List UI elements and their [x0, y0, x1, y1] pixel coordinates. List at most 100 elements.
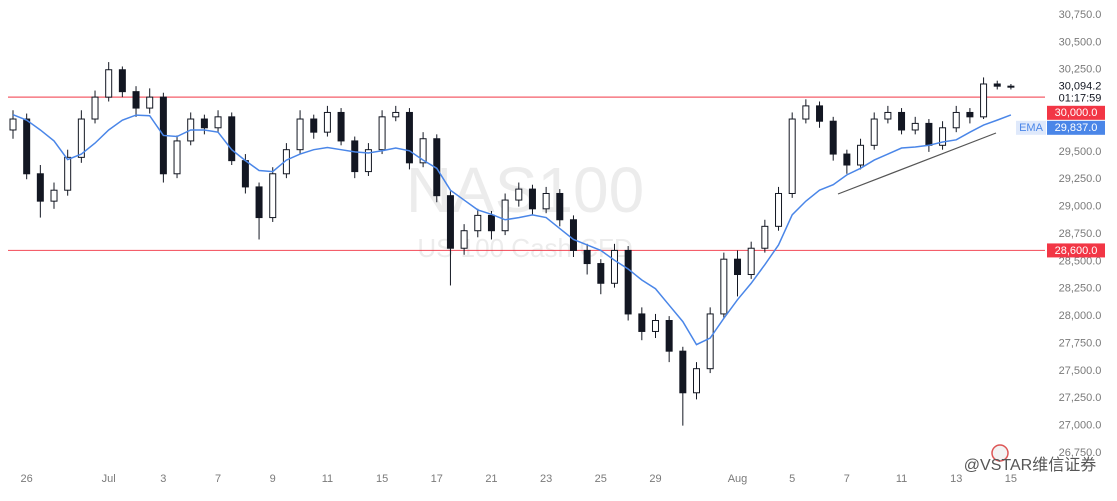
ema-line	[12, 113, 1012, 346]
y-tick-label: 27,000.0	[1059, 420, 1102, 432]
x-tick-label: 7	[844, 473, 850, 485]
candle-body	[323, 111, 331, 133]
candle-body	[337, 111, 345, 142]
candle-body	[351, 140, 359, 173]
x-tick-label: 5	[789, 473, 795, 485]
candle-body	[405, 111, 413, 164]
candle-body	[884, 111, 892, 120]
candle-body	[870, 118, 878, 146]
candle-body	[50, 189, 58, 202]
y-tick-label: 30,750.0	[1059, 9, 1102, 21]
ema-value-box	[1047, 120, 1105, 135]
candle-body	[214, 116, 222, 129]
candle-body	[679, 350, 687, 394]
candle-body	[146, 96, 154, 109]
candle-body	[898, 111, 906, 131]
x-tick-label: 15	[1005, 473, 1017, 485]
y-tick-label: 26,750.0	[1059, 447, 1102, 459]
ema-name: EMA	[1019, 122, 1044, 134]
candle-body	[378, 116, 386, 151]
candle-body	[693, 368, 700, 394]
candle-body	[460, 230, 468, 249]
watermark: NAS100	[406, 154, 644, 226]
x-tick-label: 7	[215, 473, 221, 485]
candle-body	[64, 156, 72, 191]
price-line-box	[1047, 243, 1105, 258]
candle-body	[843, 153, 851, 166]
candle-body	[528, 188, 536, 210]
candle-body	[651, 320, 659, 332]
candle-body	[857, 144, 865, 166]
candle-body	[788, 118, 796, 194]
candle-body	[720, 258, 728, 315]
candle-body	[556, 192, 564, 221]
candle-body	[952, 111, 960, 129]
y-tick-label: 27,500.0	[1059, 365, 1102, 377]
price-line-box	[1047, 105, 1105, 120]
candle-body	[665, 320, 673, 352]
y-tick-label: 27,250.0	[1059, 392, 1102, 404]
candle-body	[173, 140, 181, 175]
ema-value: 29,837.0	[1055, 122, 1098, 134]
candle-body	[1007, 85, 1015, 88]
credit: @VSTAR维信证券	[964, 456, 1096, 474]
candle-body	[501, 199, 509, 232]
candle-body	[734, 258, 742, 276]
candle-body	[610, 249, 618, 284]
candle-body	[638, 313, 646, 332]
y-tick-label: 28,000.0	[1059, 310, 1102, 322]
candle-body	[747, 247, 755, 276]
candle-body	[925, 122, 933, 146]
candle-body	[296, 118, 304, 151]
candle-body	[802, 105, 810, 120]
candle-body	[829, 120, 837, 155]
candle-body	[392, 111, 400, 118]
y-tick-label: 29,500.0	[1059, 146, 1102, 158]
x-tick-label: 26	[21, 473, 33, 485]
y-tick-label: 30,500.0	[1059, 36, 1102, 48]
candle-body	[446, 195, 454, 249]
last-price-label: 30,094.2	[1059, 81, 1102, 93]
candle-body	[542, 192, 550, 210]
price-line-label: 30,000.0	[1055, 107, 1098, 119]
candle-body	[761, 225, 769, 249]
candle-body	[228, 116, 236, 162]
x-tick-label: 11	[896, 473, 907, 485]
x-tick-label: 3	[160, 473, 166, 485]
candle-body	[269, 173, 277, 219]
x-tick-label: 15	[376, 473, 388, 485]
candle-body	[515, 188, 523, 201]
candle-body	[364, 149, 372, 173]
x-tick-label: 9	[270, 473, 276, 485]
candle-body	[775, 192, 783, 227]
countdown: 01:17:59	[1059, 93, 1102, 105]
candle-body	[911, 122, 919, 131]
candle-body	[597, 263, 605, 284]
candle-body	[939, 127, 947, 146]
candle-body	[255, 186, 263, 219]
price-line-label: 28,600.0	[1055, 245, 1098, 257]
y-tick-label: 28,750.0	[1059, 228, 1102, 240]
y-tick-label: 30,250.0	[1059, 64, 1102, 76]
candle-body	[474, 214, 482, 232]
ema-name-box	[1016, 120, 1046, 135]
candle-body	[569, 219, 577, 251]
candle-body	[200, 118, 208, 129]
candle-body	[241, 160, 249, 188]
candle-body	[583, 249, 591, 265]
candle-body	[993, 83, 1001, 87]
candle-body	[118, 69, 126, 93]
trendline	[837, 132, 997, 195]
x-tick-label: 21	[485, 473, 497, 485]
candle-body	[91, 96, 99, 120]
candle-body	[706, 313, 714, 370]
x-tick-label: 13	[950, 473, 962, 485]
candle-body	[624, 249, 632, 315]
candle-body	[23, 118, 31, 175]
y-tick-label: 28,250.0	[1059, 283, 1102, 295]
credit-icon	[991, 444, 1009, 462]
candle-body	[105, 69, 113, 98]
candle-body	[487, 214, 495, 232]
x-tick-label: Aug	[728, 473, 748, 485]
